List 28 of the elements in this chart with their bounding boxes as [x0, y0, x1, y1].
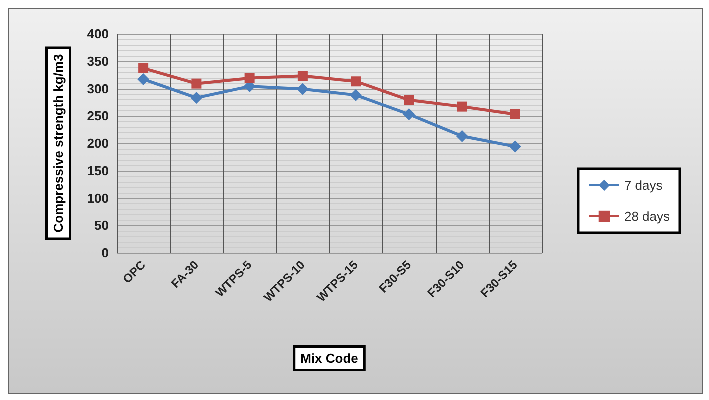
point [456, 130, 468, 142]
point [190, 92, 203, 104]
point [351, 76, 362, 87]
y-axis-title: Compressive strength kg/m3 [51, 54, 66, 233]
x-axis-title: Mix Code [300, 351, 358, 366]
point [404, 95, 414, 106]
y-tick-label: 300 [87, 81, 109, 96]
point [510, 109, 520, 120]
point [244, 73, 255, 84]
point [509, 140, 522, 153]
point [403, 108, 416, 120]
y-tick-label: 400 [87, 26, 109, 42]
y-tick-label: 200 [87, 136, 109, 151]
y-tick-label: 0 [102, 246, 109, 260]
point [296, 83, 309, 96]
point [457, 102, 468, 112]
legend-label: 7 days [624, 178, 664, 193]
y-tick-label: 50 [94, 218, 109, 234]
point [192, 78, 202, 89]
point [298, 71, 308, 82]
legend-label: 28 days [624, 209, 670, 224]
y-tick-label: 350 [87, 54, 109, 69]
y-tick-label: 150 [87, 163, 109, 178]
point [138, 73, 150, 86]
point [350, 89, 362, 102]
point [138, 63, 149, 74]
y-tick-label: 250 [87, 108, 109, 124]
y-tick-label: 100 [87, 190, 109, 206]
